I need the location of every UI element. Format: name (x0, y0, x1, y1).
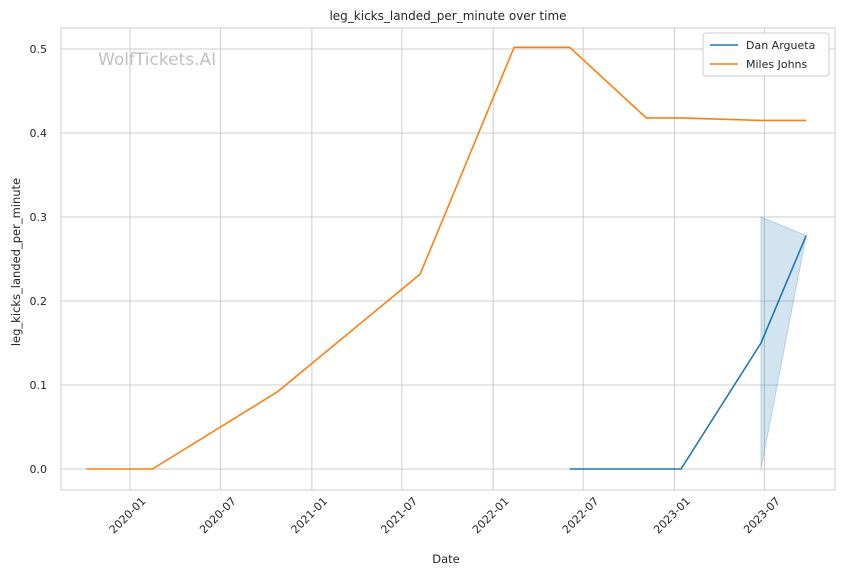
watermark: WolfTickets.AI (98, 50, 216, 70)
series-line-1 (86, 46, 807, 470)
series-lines (86, 46, 807, 470)
y-tick-labels: 0.0 0.1 0.2 0.3 0.4 0.5 (30, 43, 48, 476)
series-line-0 (569, 235, 807, 470)
x-axis-title: Date (432, 552, 460, 566)
legend-label: Miles Johns (746, 58, 808, 71)
y-axis-title: leg_kicks_landed_per_minute (9, 178, 23, 346)
plot-area-frame (60, 27, 836, 491)
y-tick-label: 0.1 (30, 379, 48, 392)
y-tick-label: 0.5 (30, 43, 48, 56)
y-tick-label: 0.0 (30, 463, 48, 476)
y-tick-label: 0.2 (30, 295, 48, 308)
legend-box (702, 32, 830, 77)
y-tick-label: 0.3 (30, 211, 48, 224)
chart-title: leg_kicks_landed_per_minute over time (329, 9, 566, 23)
legend: Dan Argueta Miles Johns (702, 32, 830, 77)
y-tick-label: 0.4 (30, 127, 48, 140)
legend-label: Dan Argueta (746, 39, 815, 52)
